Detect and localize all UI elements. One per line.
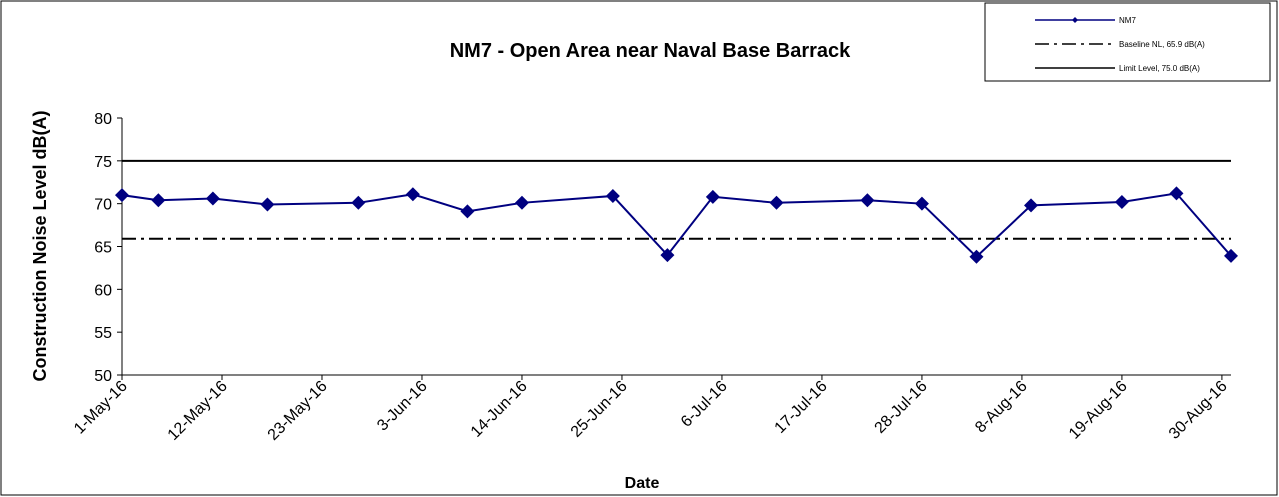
- legend-marker: [1072, 17, 1078, 23]
- data-point: [205, 191, 220, 206]
- y-tick-label: 60: [94, 282, 112, 299]
- data-point: [605, 188, 620, 203]
- data-point: [115, 188, 129, 203]
- y-tick-label: 55: [94, 325, 112, 342]
- data-point: [351, 195, 366, 210]
- data-point: [860, 193, 875, 208]
- data-point: [1024, 198, 1039, 213]
- data-point: [705, 189, 720, 204]
- y-axis-label: Construction Noise Level dB(A): [30, 110, 50, 381]
- data-point: [914, 196, 929, 211]
- legend-label: Limit Level, 75.0 dB(A): [1119, 64, 1200, 73]
- y-tick-label: 65: [94, 240, 112, 257]
- y-tick-label: 75: [94, 154, 112, 171]
- data-point: [1224, 248, 1238, 263]
- chart-title: NM7 - Open Area near Naval Base Barrack: [450, 40, 851, 62]
- y-tick-label: 80: [94, 111, 112, 128]
- data-point: [969, 249, 984, 264]
- y-tick-label: 70: [94, 197, 112, 214]
- data-point: [660, 248, 675, 263]
- legend-label: NM7: [1119, 16, 1136, 25]
- data-point: [460, 204, 475, 219]
- data-point: [405, 187, 420, 202]
- data-point: [1114, 194, 1129, 209]
- legend-box: [984, 2, 1271, 82]
- data-point: [260, 197, 275, 212]
- y-tick-label: 50: [94, 368, 112, 385]
- x-axis-label: Date: [625, 475, 660, 492]
- data-point: [514, 195, 529, 210]
- data-point: [769, 195, 784, 210]
- legend-label: Baseline NL, 65.9 dB(A): [1119, 40, 1205, 49]
- data-point: [1169, 186, 1184, 201]
- data-point: [151, 193, 166, 208]
